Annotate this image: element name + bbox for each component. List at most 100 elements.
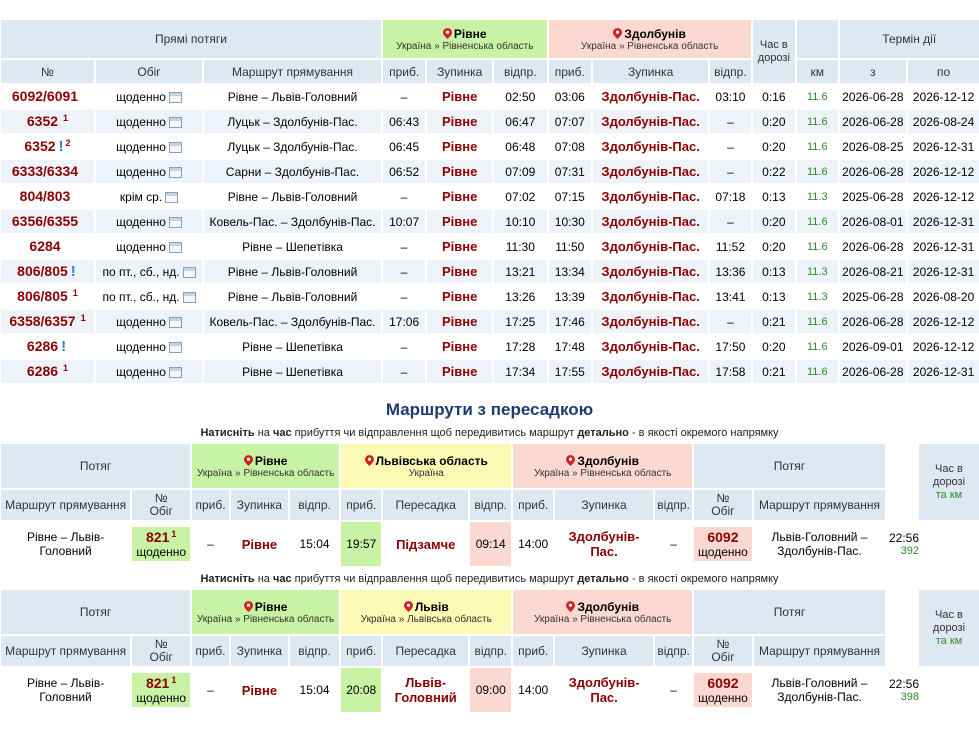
train-number[interactable]: 804/803 bbox=[19, 188, 71, 204]
calendar-icon[interactable] bbox=[182, 266, 196, 278]
arrival-station[interactable]: Здолбунів-Пас. bbox=[593, 135, 709, 158]
arrival-time-destination[interactable]: 07:15 bbox=[548, 185, 592, 208]
departure-station[interactable]: Рівне bbox=[427, 160, 493, 183]
route-text[interactable]: Луцьк – Здолбунів-Пас. bbox=[204, 135, 381, 158]
route-leg2[interactable]: Львів-Головний – Здолбунів-Пас. bbox=[771, 530, 868, 558]
calendar-icon[interactable] bbox=[168, 341, 182, 353]
warning-icon[interactable]: ! bbox=[61, 338, 67, 355]
departure-time-destination[interactable]: 17:58 bbox=[710, 360, 751, 383]
departure-time-destination[interactable]: 07:18 bbox=[710, 185, 751, 208]
arrival-time-destination[interactable]: 11:50 bbox=[548, 235, 592, 258]
departure-station[interactable]: Рівне bbox=[241, 682, 278, 698]
route-text[interactable]: Рівне – Львів-Головний bbox=[204, 285, 381, 308]
arrival-time-destination[interactable]: 03:06 bbox=[548, 85, 592, 108]
train-leg1[interactable]: 821 1 щоденно bbox=[132, 668, 191, 712]
route-text[interactable]: Рівне – Львів-Головний bbox=[204, 185, 381, 208]
transfer-arrival-time[interactable]: 19:57 bbox=[341, 522, 382, 566]
calendar-icon[interactable] bbox=[165, 191, 179, 203]
arrival-time-destination[interactable]: 07:08 bbox=[548, 135, 592, 158]
train-number[interactable]: 6352 bbox=[24, 138, 56, 154]
arrival-time[interactable]: 06:43 bbox=[382, 110, 426, 133]
departure-time-destination[interactable]: 17:50 bbox=[710, 335, 751, 358]
arrival-station[interactable]: Здолбунів-Пас. bbox=[593, 360, 709, 383]
to-station-header[interactable]: Здолбунів Україна » Рівненська область bbox=[548, 20, 751, 58]
route-text[interactable]: Рівне – Львів-Головний bbox=[204, 260, 381, 283]
arrival-time[interactable]: – bbox=[382, 235, 426, 258]
train-number[interactable]: 806/805 bbox=[17, 288, 68, 304]
train-number[interactable]: 6092/6091 bbox=[11, 88, 79, 104]
calendar-icon[interactable] bbox=[168, 91, 182, 103]
arrival-time[interactable]: 17:06 bbox=[382, 310, 426, 333]
route-text[interactable]: Ковель-Пас. – Здолбунів-Пас. bbox=[204, 210, 381, 233]
train-number[interactable]: 6333/6334 bbox=[11, 163, 79, 179]
calendar-icon[interactable] bbox=[182, 291, 196, 303]
departure-time[interactable]: 13:21 bbox=[494, 260, 547, 283]
departure-station[interactable]: Рівне bbox=[427, 210, 493, 233]
arrival-station[interactable]: Здолбунів-Пас. bbox=[593, 260, 709, 283]
train-number[interactable]: 821 bbox=[146, 529, 170, 545]
departure-station[interactable]: Рівне bbox=[427, 335, 493, 358]
departure-time[interactable]: 17:25 bbox=[494, 310, 547, 333]
departure-time-destination[interactable]: – bbox=[710, 160, 751, 183]
train-number-cell[interactable]: 6284 bbox=[1, 235, 94, 258]
calendar-icon[interactable] bbox=[168, 216, 182, 228]
train-row[interactable]: 6092/6091 щоденно Рівне – Львів-Головний… bbox=[1, 85, 979, 108]
route-leg1[interactable]: Рівне – Львів-Головний bbox=[26, 676, 105, 704]
to-station-header[interactable]: Здолбунів Україна » Рівненська область bbox=[513, 590, 692, 634]
arrival-time[interactable]: 10:07 bbox=[382, 210, 426, 233]
arrival-time[interactable]: 06:52 bbox=[382, 160, 426, 183]
train-row[interactable]: 804/803 крім ср. Рівне – Львів-Головний … bbox=[1, 185, 979, 208]
warning-icon[interactable]: ! bbox=[70, 263, 76, 280]
departure-time-destination[interactable]: 13:36 bbox=[710, 260, 751, 283]
arrival-station[interactable]: Здолбунів-Пас. bbox=[568, 529, 640, 559]
departure-time[interactable]: 11:30 bbox=[494, 235, 547, 258]
arrival-time[interactable]: – bbox=[207, 537, 214, 551]
departure-time[interactable]: 17:28 bbox=[494, 335, 547, 358]
departure-time[interactable]: 15:04 bbox=[299, 683, 330, 697]
departure-station[interactable]: Рівне bbox=[427, 285, 493, 308]
departure-time-destination[interactable]: – bbox=[710, 310, 751, 333]
train-row[interactable]: 6352 1 щоденно Луцьк – Здолбунів-Пас. 06:… bbox=[1, 110, 979, 133]
arrival-time-destination[interactable]: 07:31 bbox=[548, 160, 592, 183]
departure-time-destination[interactable]: 11:52 bbox=[710, 235, 751, 258]
footnote-marker[interactable]: 1 bbox=[63, 363, 69, 373]
departure-time-destination[interactable]: – bbox=[670, 683, 677, 697]
to-station-header[interactable]: Здолбунів Україна » Рівненська область bbox=[513, 444, 692, 488]
departure-station[interactable]: Рівне bbox=[427, 135, 493, 158]
train-number[interactable]: 6356/6355 bbox=[11, 213, 79, 229]
route-text[interactable]: Рівне – Шепетівка bbox=[204, 235, 381, 258]
arrival-time[interactable]: – bbox=[382, 185, 426, 208]
transfer-departure-time[interactable]: 09:00 bbox=[470, 668, 512, 712]
departure-station[interactable]: Рівне bbox=[427, 310, 493, 333]
departure-time-destination[interactable]: – bbox=[710, 210, 751, 233]
train-number[interactable]: 6092 bbox=[707, 675, 739, 691]
train-number[interactable]: 806/805 bbox=[17, 263, 68, 279]
train-row[interactable]: 6358/6357 1 щоденно Ковель-Пас. – Здолбун… bbox=[1, 310, 979, 333]
departure-time[interactable]: 02:50 bbox=[494, 85, 547, 108]
from-station-header[interactable]: Рівне Україна » Рівненська область bbox=[382, 20, 547, 58]
arrival-time-destination[interactable]: 07:07 bbox=[548, 110, 592, 133]
arrival-time-destination[interactable]: 17:46 bbox=[548, 310, 592, 333]
arrival-time[interactable]: – bbox=[382, 85, 426, 108]
transfer-station[interactable]: Підзамче bbox=[396, 536, 456, 552]
arrival-station[interactable]: Здолбунів-Пас. bbox=[593, 160, 709, 183]
train-leg1[interactable]: 821 1 щоденно bbox=[132, 522, 191, 566]
train-number-cell[interactable]: 6352! 2 bbox=[1, 135, 94, 158]
transfer-station[interactable]: Львів-Головний bbox=[394, 675, 457, 705]
arrival-time[interactable]: – bbox=[207, 683, 214, 697]
departure-time[interactable]: 06:47 bbox=[494, 110, 547, 133]
departure-time[interactable]: 06:48 bbox=[494, 135, 547, 158]
train-number[interactable]: 6286 bbox=[26, 338, 59, 354]
train-number-cell[interactable]: 6356/6355 bbox=[1, 210, 94, 233]
arrival-time[interactable]: – bbox=[382, 360, 426, 383]
train-leg2[interactable]: 6092 щоденно bbox=[694, 668, 752, 712]
departure-time-destination[interactable]: 03:10 bbox=[710, 85, 751, 108]
departure-time[interactable]: 07:09 bbox=[494, 160, 547, 183]
route-text[interactable]: Ковель-Пас. – Здолбунів-Пас. bbox=[204, 310, 381, 333]
arrival-station[interactable]: Здолбунів-Пас. bbox=[593, 285, 709, 308]
train-number-cell[interactable]: 6092/6091 bbox=[1, 85, 94, 108]
train-number-cell[interactable]: 806/805! bbox=[1, 260, 94, 283]
transfer-row[interactable]: Рівне – Львів-Головний 821 1 щоденно – Рів… bbox=[1, 522, 979, 566]
arrival-time-destination[interactable]: 17:55 bbox=[548, 360, 592, 383]
train-number-cell[interactable]: 804/803 bbox=[1, 185, 94, 208]
